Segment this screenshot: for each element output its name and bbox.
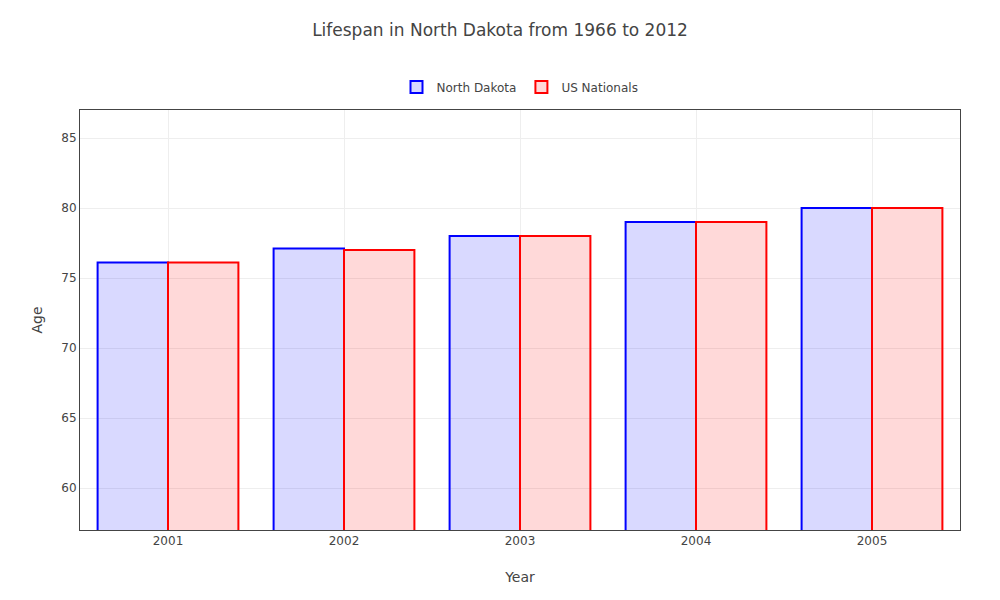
svg-text:75: 75 [61,271,76,285]
svg-text:80: 80 [61,201,76,215]
svg-text:2005: 2005 [857,534,888,548]
svg-text:Lifespan in North Dakota from: Lifespan in North Dakota from 1966 to 20… [312,20,688,40]
svg-text:2001: 2001 [153,534,184,548]
svg-text:Year: Year [504,569,535,585]
svg-text:85: 85 [61,131,76,145]
svg-text:2004: 2004 [681,534,712,548]
svg-text:Age: Age [29,306,45,333]
svg-text:2002: 2002 [329,534,360,548]
svg-text:2003: 2003 [505,534,536,548]
svg-text:70: 70 [61,341,76,355]
svg-text:60: 60 [61,481,76,495]
svg-text:65: 65 [61,411,76,425]
svg-text:US Nationals: US Nationals [561,81,637,95]
svg-text:North Dakota: North Dakota [437,81,517,95]
